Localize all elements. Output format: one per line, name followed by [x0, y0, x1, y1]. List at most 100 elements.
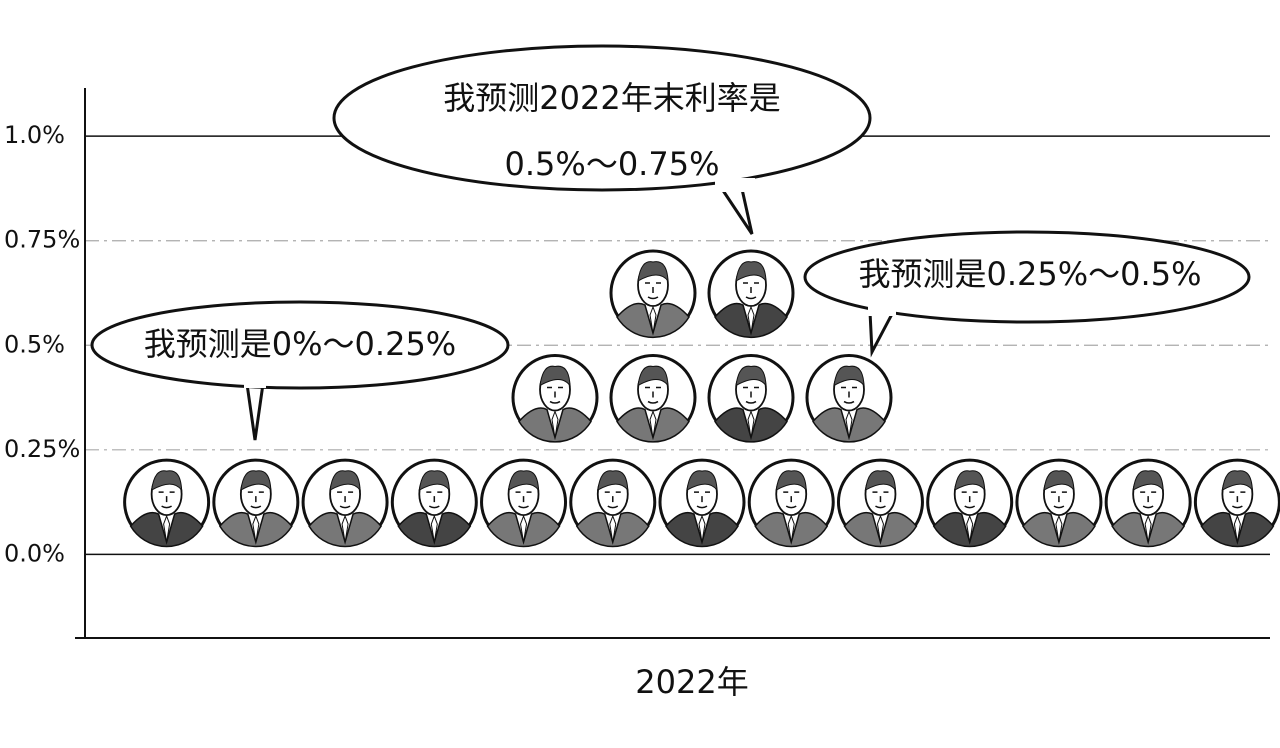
bubble-tail: [868, 310, 895, 358]
hair: [775, 470, 807, 492]
tie: [649, 410, 657, 438]
x-tick-label: 2022年: [635, 663, 748, 701]
hair: [240, 470, 272, 492]
speech-bubble: 我预测2022年末利率是 0.5%～0.75%: [332, 44, 872, 235]
suit: [754, 511, 829, 548]
features: [547, 386, 563, 404]
features: [743, 282, 759, 300]
tie: [163, 514, 171, 543]
suit: [714, 407, 788, 443]
dot: [569, 458, 657, 548]
features: [1229, 491, 1246, 509]
speech-bubble: 我预测是0.25%～0.5%: [803, 230, 1251, 358]
hair: [864, 470, 897, 492]
speech-bubble: 我预测是0%～0.25%: [90, 300, 510, 441]
tie: [876, 514, 884, 543]
tie: [698, 514, 706, 543]
hair: [735, 365, 767, 388]
dot: [747, 458, 835, 548]
tie: [252, 514, 260, 543]
features: [783, 491, 800, 509]
hair: [418, 470, 450, 492]
features: [604, 491, 621, 509]
suit: [714, 302, 788, 339]
dot: [301, 458, 389, 548]
features: [743, 386, 759, 404]
dot: [707, 354, 795, 443]
bubble-joint: [715, 178, 755, 192]
y-tick-label: 0.25%: [4, 435, 80, 463]
features: [694, 491, 710, 509]
tie: [430, 514, 438, 543]
dot: [926, 458, 1014, 548]
tie: [609, 514, 617, 543]
dot: [390, 458, 478, 548]
suit: [129, 511, 204, 548]
bubble-tail: [245, 382, 265, 441]
hair: [1043, 470, 1075, 492]
tie: [747, 305, 755, 334]
tie: [649, 305, 657, 334]
hair: [1132, 470, 1164, 492]
features: [426, 491, 443, 509]
tie: [1055, 514, 1063, 543]
suit: [518, 407, 592, 443]
suit: [308, 511, 383, 548]
features: [961, 491, 978, 509]
suit: [218, 511, 293, 548]
suit: [616, 302, 690, 339]
annotation-text: 我预测是0.25%～0.5%: [859, 255, 1202, 293]
suit: [616, 407, 690, 443]
hair: [329, 470, 361, 492]
hair: [686, 470, 718, 492]
dot: [609, 249, 697, 339]
features: [515, 491, 532, 509]
annotation-text: 我预测2022年末利率是: [443, 79, 780, 117]
suit: [1200, 511, 1275, 548]
suit: [843, 511, 918, 548]
dot: [511, 354, 599, 443]
dot: [805, 354, 893, 443]
bubble-tail: [716, 184, 754, 235]
features: [1140, 491, 1157, 509]
suit: [812, 407, 886, 443]
dot: [212, 458, 300, 548]
tie: [551, 410, 559, 438]
tie: [845, 410, 853, 438]
dot: [1015, 458, 1103, 548]
hair: [637, 261, 669, 283]
suit: [575, 511, 650, 548]
y-tick-label: 0.0%: [4, 539, 65, 567]
hair: [954, 470, 986, 492]
bubble: [803, 230, 1251, 324]
dot: [1193, 458, 1280, 548]
dot: [1104, 458, 1192, 548]
bubble: [332, 44, 872, 192]
features: [158, 491, 175, 509]
y-tick-label: 1.0%: [4, 121, 65, 149]
suit: [397, 511, 472, 548]
annotation-text: 我预测是0%～0.25%: [144, 325, 456, 363]
hair: [1221, 470, 1253, 492]
features: [872, 491, 889, 509]
dot: [123, 458, 211, 548]
hair: [150, 470, 183, 492]
features: [337, 491, 354, 509]
y-tick-label: 0.75%: [4, 226, 80, 254]
features: [645, 386, 661, 404]
tie: [1233, 514, 1241, 543]
suit: [932, 511, 1007, 548]
features: [247, 491, 264, 509]
bubble: [90, 300, 510, 390]
tie: [520, 514, 528, 543]
features: [645, 282, 661, 300]
y-tick-label: 0.5%: [4, 330, 65, 358]
bubble-joint: [868, 306, 896, 316]
dot: [836, 458, 924, 548]
hair: [637, 365, 669, 388]
tie: [341, 514, 349, 543]
suit: [1021, 511, 1096, 548]
tie: [1144, 514, 1152, 543]
suit: [1111, 511, 1186, 548]
